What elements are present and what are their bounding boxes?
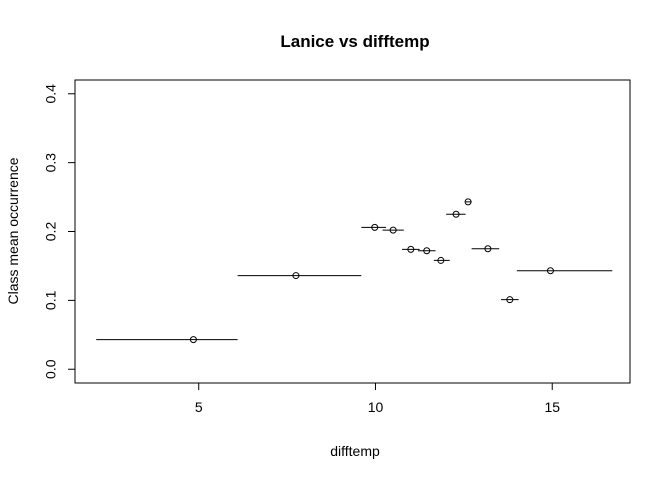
x-tick-label: 15	[544, 399, 560, 415]
y-tick-label: 0.4	[43, 84, 59, 104]
data-point	[506, 296, 514, 304]
y-tick-label: 0.2	[43, 222, 59, 242]
y-tick-label: 0.1	[43, 290, 59, 310]
data-point	[292, 272, 300, 280]
data-marks	[96, 198, 613, 344]
y-axis-label: Class mean occurrence	[5, 157, 21, 304]
x-tick-label: 10	[368, 399, 384, 415]
x-tick-label: 5	[195, 399, 203, 415]
y-tick-label: 0.0	[43, 359, 59, 379]
x-axis-label: difftemp	[330, 443, 380, 459]
y-axis: 0.0 0.1 0.2 0.3 0.4	[43, 84, 76, 379]
chart-title: Lanice vs difftemp	[280, 32, 429, 51]
y-tick-label: 0.3	[43, 153, 59, 173]
data-point	[546, 267, 554, 275]
data-point	[452, 210, 460, 218]
data-point	[389, 226, 397, 234]
x-axis: 5 10 15	[195, 382, 560, 415]
plot-frame	[74, 79, 631, 384]
data-point	[423, 247, 431, 255]
data-point	[189, 336, 197, 344]
data-point	[464, 198, 472, 206]
data-point	[437, 256, 445, 264]
data-point	[407, 245, 415, 253]
data-point	[371, 223, 379, 231]
data-point	[484, 245, 492, 253]
